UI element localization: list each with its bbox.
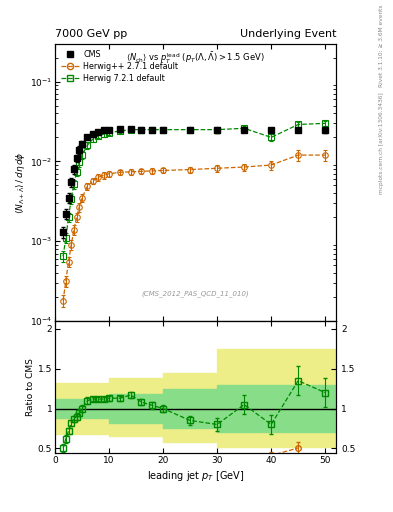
Text: Rivet 3.1.10; ≥ 3.6M events: Rivet 3.1.10; ≥ 3.6M events <box>379 5 384 88</box>
Y-axis label: Ratio to CMS: Ratio to CMS <box>26 358 35 416</box>
Text: (CMS_2012_PAS_QCD_11_010): (CMS_2012_PAS_QCD_11_010) <box>141 290 250 296</box>
Y-axis label: $\langle N_{\Lambda+\bar{\Lambda}}\rangle\,/\,d\eta\,d\phi$: $\langle N_{\Lambda+\bar{\Lambda}}\rangl… <box>14 151 27 214</box>
Text: $\langle N_{\rm ch}\rangle$ vs $p_T^{\rm lead}$ ($p_T(\Lambda,\bar{\Lambda}) > 1: $\langle N_{\rm ch}\rangle$ vs $p_T^{\rm… <box>126 51 265 66</box>
Text: Underlying Event: Underlying Event <box>239 29 336 38</box>
X-axis label: leading jet $p_T$ [GeV]: leading jet $p_T$ [GeV] <box>147 469 244 483</box>
Text: 7000 GeV pp: 7000 GeV pp <box>55 29 127 38</box>
Legend: CMS, Herwig++ 2.7.1 default, Herwig 7.2.1 default: CMS, Herwig++ 2.7.1 default, Herwig 7.2.… <box>59 48 181 85</box>
Text: mcplots.cern.ch [arXiv:1306.3436]: mcplots.cern.ch [arXiv:1306.3436] <box>379 93 384 194</box>
